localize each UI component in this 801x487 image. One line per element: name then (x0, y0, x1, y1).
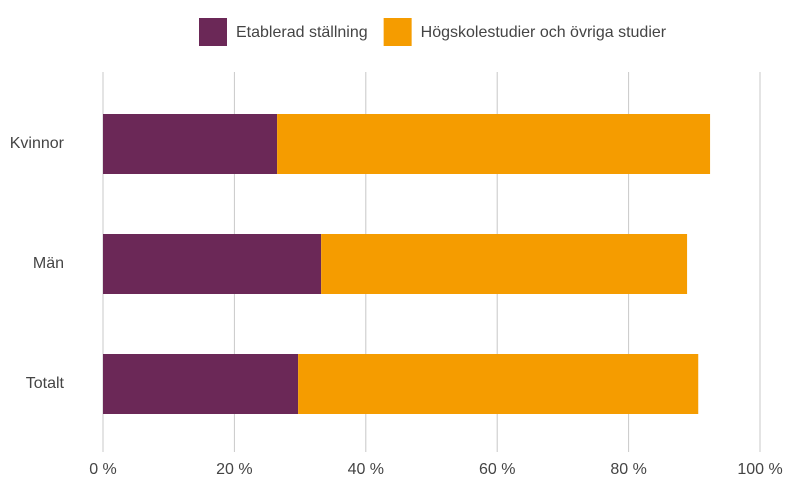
x-tick-label: 100 % (737, 461, 782, 478)
bar-segment (103, 114, 278, 174)
x-tick-label: 0 % (89, 461, 117, 478)
x-tick-label: 40 % (348, 461, 384, 478)
bar-segment (103, 234, 322, 294)
legend-swatch (383, 18, 412, 46)
x-tick-label: 80 % (610, 461, 646, 478)
bar-segment (321, 234, 688, 294)
x-tick-label: 60 % (479, 461, 515, 478)
y-tick-label: Kvinnor (10, 135, 65, 152)
legend-label: Etablerad ställning (236, 24, 368, 41)
y-tick-label: Totalt (26, 375, 65, 392)
bar-segment (103, 354, 299, 414)
x-tick-label: 20 % (216, 461, 252, 478)
legend-swatch (199, 18, 227, 46)
y-tick-label: Män (33, 255, 64, 272)
legend-label: Högskolestudier och övriga studier (421, 24, 667, 41)
bar-segment (277, 114, 711, 174)
bar-segment (298, 354, 699, 414)
